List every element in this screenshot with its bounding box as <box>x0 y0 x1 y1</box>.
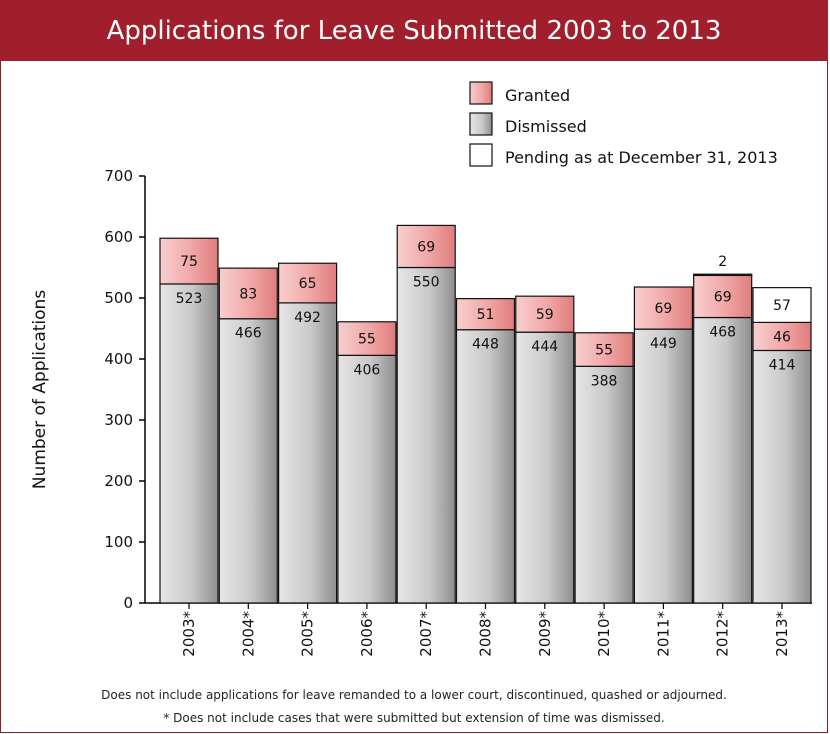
legend-swatch-pending <box>469 143 493 167</box>
data-label-dismissed: 414 <box>769 357 796 373</box>
bar-pending <box>752 287 812 324</box>
data-label-granted: 59 <box>536 307 554 323</box>
bar-dismissed <box>693 316 753 604</box>
bar-granted <box>396 224 456 269</box>
data-label-granted: 65 <box>299 276 317 292</box>
bar-dismissed <box>278 302 338 604</box>
bar-granted <box>278 262 338 304</box>
y-tick-label: 600 <box>104 228 133 246</box>
data-label-pending: 57 <box>773 298 791 314</box>
legend-label-dismissed: Dismissed <box>505 117 587 136</box>
chart-title: Applications for Leave Submitted 2003 to… <box>0 0 828 61</box>
x-tick-label: 2003* <box>180 611 198 657</box>
bar-granted <box>752 321 812 352</box>
data-label-granted: 51 <box>477 307 495 323</box>
x-tick-label: 2007* <box>417 611 435 657</box>
data-label-dismissed: 466 <box>235 326 262 342</box>
data-label-dismissed: 492 <box>294 310 321 326</box>
y-tick-label: 100 <box>104 533 133 551</box>
data-label-granted: 69 <box>714 289 732 305</box>
footnote-1: Does not include applications for leave … <box>101 688 727 702</box>
legend-label-pending: Pending as at December 31, 2013 <box>505 148 778 167</box>
x-tick-label: 2005* <box>299 611 317 657</box>
y-axis-title: Number of Applications <box>30 290 50 489</box>
data-label-pending: 2 <box>718 254 727 270</box>
x-tick-label: 2010* <box>595 611 613 657</box>
footnote-2: * Does not include cases that were submi… <box>163 711 665 725</box>
data-label-dismissed: 449 <box>650 336 677 352</box>
y-tick-label: 700 <box>104 167 133 185</box>
bar-granted <box>515 295 575 333</box>
legend-swatch-granted <box>469 81 493 105</box>
data-label-dismissed: 406 <box>354 362 381 378</box>
y-tick-label: 200 <box>104 472 133 490</box>
y-tick-label: 300 <box>104 411 133 429</box>
bar-dismissed <box>337 354 397 604</box>
data-label-granted: 69 <box>417 239 435 255</box>
bar-granted <box>693 274 753 319</box>
data-label-dismissed: 468 <box>709 325 736 341</box>
bar-dismissed <box>218 318 278 604</box>
data-label-dismissed: 523 <box>176 291 203 307</box>
bar-dismissed <box>633 328 694 604</box>
data-label-granted: 55 <box>358 332 376 348</box>
y-tick-label: 400 <box>104 350 133 368</box>
bar-granted <box>218 267 278 320</box>
data-label-granted: 83 <box>239 286 257 302</box>
bar-dismissed <box>455 329 516 604</box>
legend-label-granted: Granted <box>505 86 570 105</box>
bar-granted <box>337 321 397 356</box>
bar-dismissed <box>515 331 575 604</box>
legend-swatch-dismissed <box>469 112 493 136</box>
x-tick-label: 2006* <box>358 611 376 657</box>
data-label-granted: 75 <box>180 254 198 270</box>
bar-dismissed <box>752 349 812 604</box>
x-tick-label: 2009* <box>536 611 554 657</box>
y-tick-label: 500 <box>104 289 133 307</box>
data-label-granted: 46 <box>773 329 791 345</box>
data-label-dismissed: 388 <box>591 373 618 389</box>
x-tick-label: 2008* <box>477 611 495 657</box>
bar-dismissed <box>159 283 219 604</box>
bar-pending <box>693 273 753 277</box>
data-label-dismissed: 444 <box>531 339 558 355</box>
bar-granted <box>455 298 516 331</box>
bar-dismissed <box>574 365 634 604</box>
bar-granted <box>574 332 634 367</box>
bar-granted <box>633 286 694 330</box>
data-label-granted: 55 <box>595 343 613 359</box>
x-tick-label: 2013* <box>773 611 791 657</box>
data-label-granted: 69 <box>654 301 672 317</box>
bar-granted <box>159 237 219 285</box>
x-tick-label: 2012* <box>714 611 732 657</box>
data-label-dismissed: 448 <box>472 337 499 353</box>
y-tick-label: 0 <box>123 594 133 612</box>
x-tick-label: 2011* <box>654 611 672 657</box>
data-label-dismissed: 550 <box>413 275 440 291</box>
x-tick-label: 2004* <box>239 611 257 657</box>
bar-dismissed <box>396 266 456 604</box>
